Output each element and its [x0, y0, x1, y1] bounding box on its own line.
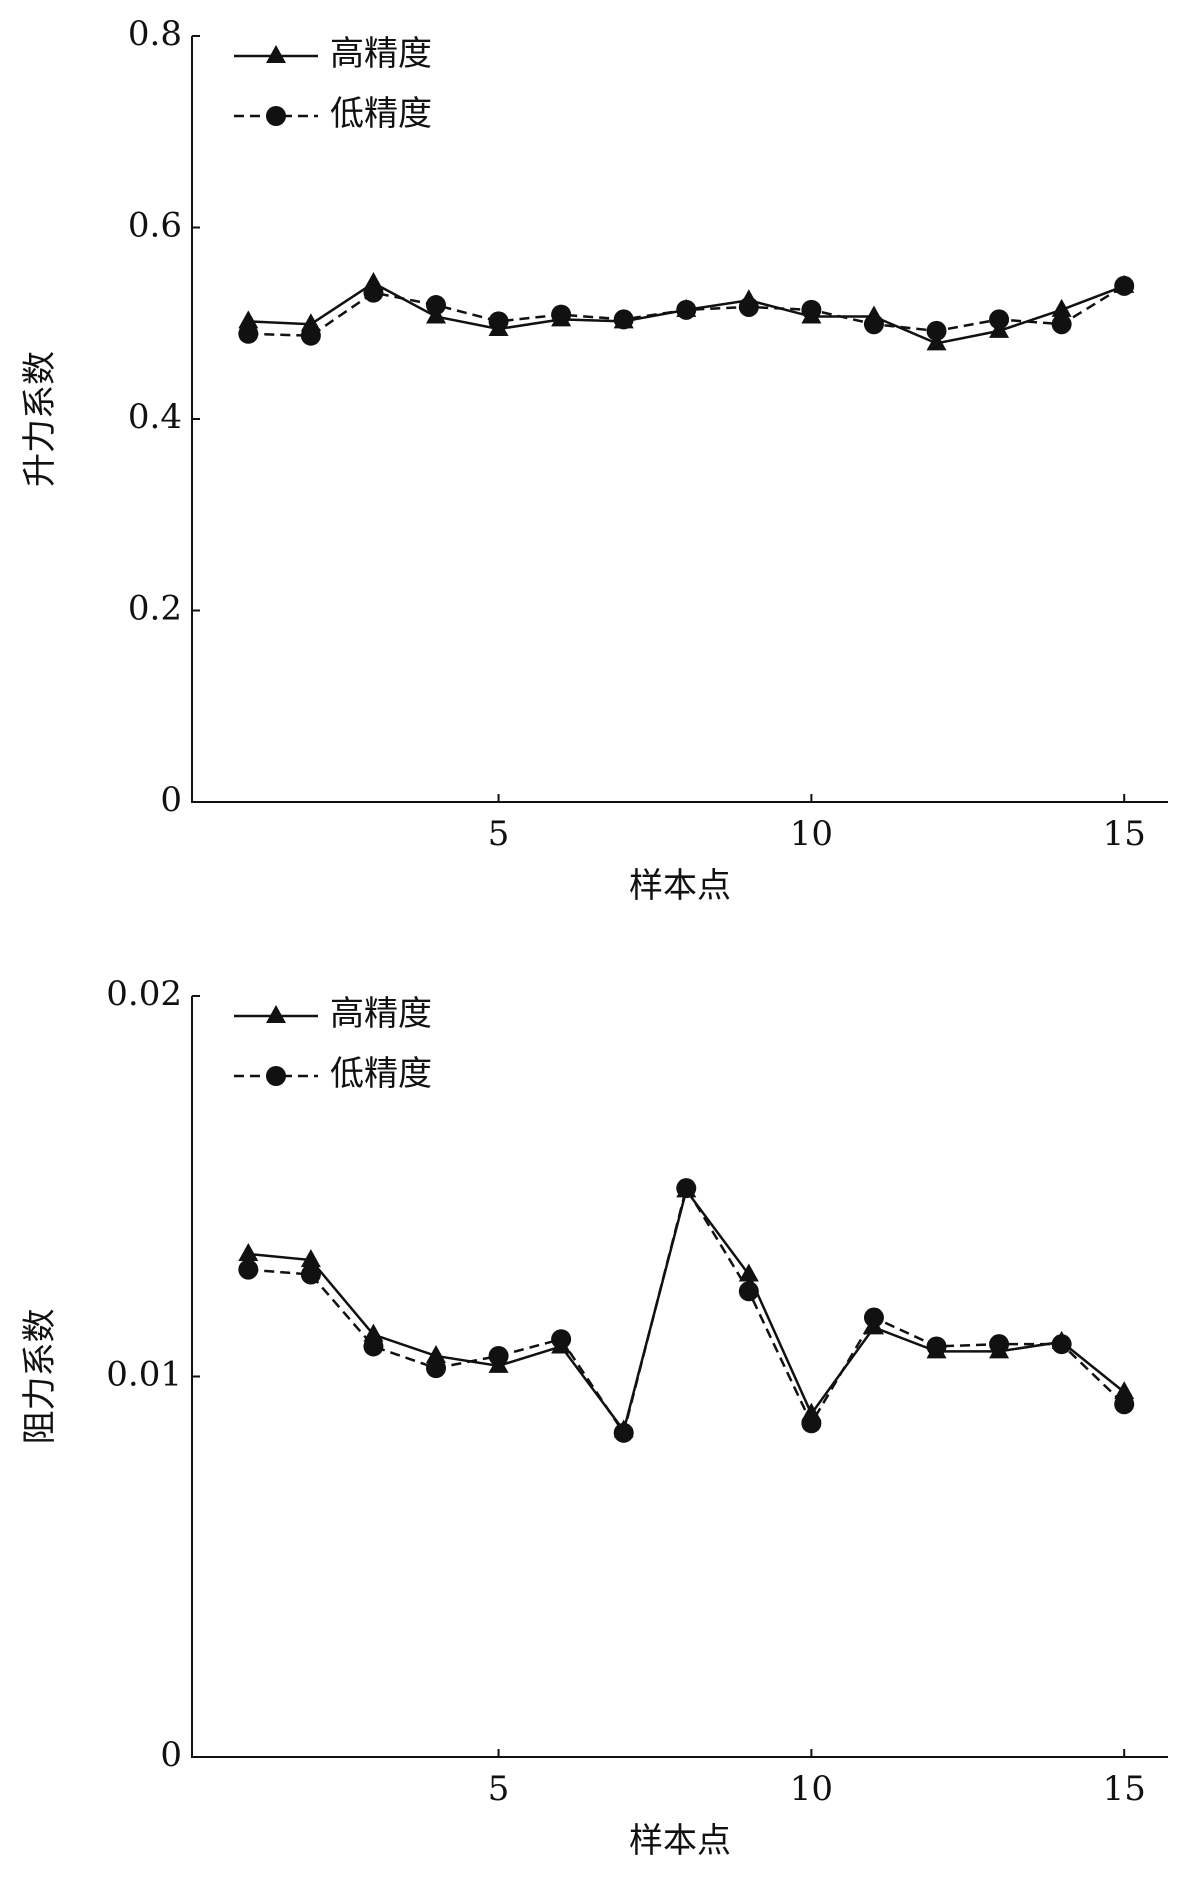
- y-tick-label: 0.8: [128, 14, 182, 54]
- x-axis-label: 样本点: [629, 1821, 731, 1861]
- marker-triangle: [238, 310, 259, 329]
- marker-triangle: [1051, 298, 1072, 317]
- y-tick-label: 0.02: [106, 974, 182, 1014]
- y-tick-label: 0: [160, 780, 182, 820]
- marker-triangle: [300, 1249, 321, 1268]
- marker-circle: [266, 106, 286, 126]
- axes: [191, 996, 1168, 1758]
- marker-circle: [926, 1336, 947, 1357]
- marker-triangle: [1114, 1381, 1135, 1400]
- axes: [191, 36, 1168, 803]
- x-tick-label: 15: [1103, 1769, 1146, 1809]
- marker-circle: [613, 1422, 634, 1443]
- marker-circle: [488, 311, 509, 332]
- marker-circle: [551, 304, 572, 325]
- marker-circle: [1114, 1394, 1135, 1415]
- marker-circle: [989, 309, 1010, 330]
- series-line: [248, 1187, 1125, 1434]
- marker-circle: [801, 1413, 822, 1434]
- marker-circle: [801, 299, 822, 320]
- marker-triangle: [426, 1344, 446, 1363]
- marker-circle: [676, 1178, 697, 1199]
- marker-circle: [738, 1281, 759, 1302]
- marker-circle: [551, 1329, 572, 1350]
- legend-label: 低精度: [330, 1054, 432, 1094]
- marker-circle: [1114, 275, 1135, 296]
- y-tick-label: 0.01: [106, 1355, 182, 1395]
- marker-triangle: [363, 1323, 384, 1342]
- x-tick-label: 15: [1103, 814, 1146, 854]
- marker-circle: [1051, 314, 1072, 335]
- marker-circle: [426, 1358, 446, 1379]
- marker-circle: [266, 1066, 286, 1086]
- marker-circle: [238, 1259, 259, 1280]
- marker-triangle: [300, 313, 321, 332]
- marker-circle: [426, 295, 446, 316]
- y-axis-label: 阻力系数: [20, 1309, 60, 1445]
- marker-circle: [738, 296, 759, 317]
- marker-circle: [300, 1264, 321, 1285]
- y-tick-label: 0.2: [128, 589, 182, 629]
- marker-circle: [363, 1336, 384, 1357]
- series-line: [248, 1184, 1126, 1436]
- marker-circle: [926, 320, 947, 341]
- marker-circle: [363, 282, 384, 303]
- marker-circle: [989, 1334, 1010, 1355]
- legend-label: 高精度: [330, 994, 432, 1034]
- x-axis-label: 样本点: [629, 866, 731, 906]
- y-tick-label: 0.4: [128, 397, 182, 437]
- y-axis-label: 升力系数: [20, 351, 60, 487]
- y-tick-label: 0.6: [128, 206, 182, 246]
- marker-circle: [863, 1307, 884, 1328]
- x-tick-label: 10: [790, 1769, 833, 1809]
- legend-label: 高精度: [330, 34, 432, 74]
- marker-circle: [300, 325, 321, 346]
- marker-circle: [863, 314, 884, 335]
- marker-circle: [238, 323, 259, 344]
- marker-circle: [1051, 1334, 1072, 1355]
- marker-circle: [613, 309, 634, 330]
- marker-triangle: [266, 1005, 286, 1023]
- x-tick-label: 5: [488, 1769, 510, 1809]
- y-tick-label: 0: [160, 1735, 182, 1775]
- marker-triangle: [738, 1263, 759, 1282]
- legend-label: 低精度: [330, 94, 432, 134]
- marker-triangle: [238, 1242, 259, 1261]
- x-tick-label: 10: [790, 814, 833, 854]
- x-tick-label: 5: [488, 814, 510, 854]
- marker-circle: [676, 299, 697, 320]
- marker-triangle: [926, 332, 947, 351]
- marker-triangle: [266, 45, 286, 63]
- marker-circle: [488, 1345, 509, 1366]
